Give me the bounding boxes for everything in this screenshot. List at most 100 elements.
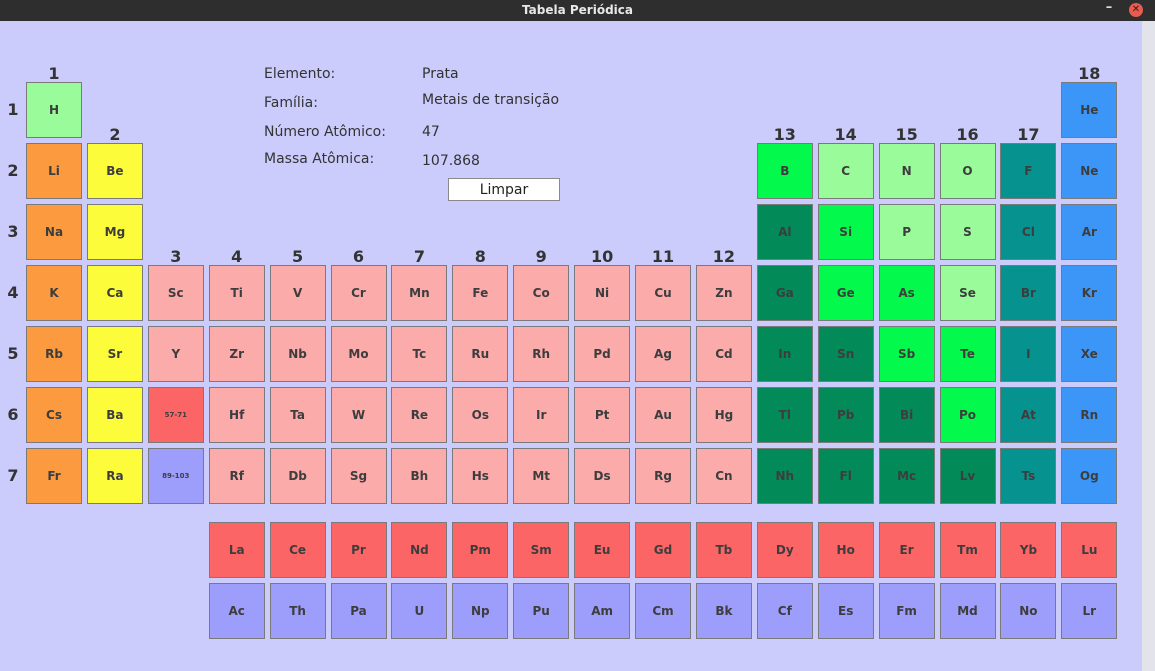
element-cell-pr[interactable]: Pr: [330, 522, 387, 578]
element-cell-cr[interactable]: Cr: [330, 265, 387, 321]
element-cell-db[interactable]: Db: [269, 448, 326, 504]
element-cell-tl[interactable]: Tl: [756, 387, 813, 443]
element-cell-hg[interactable]: Hg: [695, 387, 752, 443]
element-cell-u[interactable]: U: [391, 583, 448, 639]
element-cell-ar[interactable]: Ar: [1061, 204, 1118, 260]
element-cell-pt[interactable]: Pt: [574, 387, 631, 443]
element-cell-xe[interactable]: Xe: [1061, 326, 1118, 382]
element-cell-yb[interactable]: Yb: [1000, 522, 1057, 578]
element-cell-89-103[interactable]: 89-103: [147, 448, 204, 504]
element-cell-ga[interactable]: Ga: [756, 265, 813, 321]
element-cell-rn[interactable]: Rn: [1061, 387, 1118, 443]
element-cell-b[interactable]: B: [756, 143, 813, 199]
clear-button[interactable]: Limpar: [448, 178, 560, 201]
element-cell-rg[interactable]: Rg: [635, 448, 691, 504]
element-cell-no[interactable]: No: [1000, 583, 1057, 639]
element-cell-og[interactable]: Og: [1061, 448, 1118, 504]
element-cell-at[interactable]: At: [1000, 387, 1057, 443]
element-cell-tm[interactable]: Tm: [939, 522, 996, 578]
element-cell-cl[interactable]: Cl: [1000, 204, 1057, 260]
element-cell-kr[interactable]: Kr: [1061, 265, 1118, 321]
element-cell-md[interactable]: Md: [939, 583, 996, 639]
element-cell-ru[interactable]: Ru: [452, 326, 509, 382]
element-cell-tb[interactable]: Tb: [695, 522, 752, 578]
element-cell-ne[interactable]: Ne: [1061, 143, 1118, 199]
element-cell-ir[interactable]: Ir: [513, 387, 570, 443]
element-cell-pb[interactable]: Pb: [817, 387, 874, 443]
element-cell-se[interactable]: Se: [939, 265, 996, 321]
element-cell-c[interactable]: C: [817, 143, 874, 199]
element-cell-rh[interactable]: Rh: [513, 326, 570, 382]
element-cell-bk[interactable]: Bk: [695, 583, 752, 639]
element-cell-o[interactable]: O: [939, 143, 996, 199]
element-cell-zr[interactable]: Zr: [208, 326, 265, 382]
element-cell-ba[interactable]: Ba: [86, 387, 143, 443]
element-cell-er[interactable]: Er: [878, 522, 935, 578]
element-cell-rb[interactable]: Rb: [26, 326, 82, 382]
element-cell-sg[interactable]: Sg: [330, 448, 387, 504]
element-cell-hf[interactable]: Hf: [208, 387, 265, 443]
element-cell-pm[interactable]: Pm: [452, 522, 509, 578]
element-cell-he[interactable]: He: [1061, 82, 1118, 138]
element-cell-ho[interactable]: Ho: [817, 522, 874, 578]
element-cell-i[interactable]: I: [1000, 326, 1057, 382]
element-cell-lr[interactable]: Lr: [1061, 583, 1118, 639]
element-cell-in[interactable]: In: [756, 326, 813, 382]
element-cell-cn[interactable]: Cn: [695, 448, 752, 504]
element-cell-re[interactable]: Re: [391, 387, 448, 443]
element-cell-k[interactable]: K: [26, 265, 82, 321]
element-cell-cu[interactable]: Cu: [635, 265, 691, 321]
element-cell-mo[interactable]: Mo: [330, 326, 387, 382]
element-cell-al[interactable]: Al: [756, 204, 813, 260]
element-cell-ca[interactable]: Ca: [86, 265, 143, 321]
element-cell-fl[interactable]: Fl: [817, 448, 874, 504]
element-cell-ac[interactable]: Ac: [208, 583, 265, 639]
element-cell-s[interactable]: S: [939, 204, 996, 260]
element-cell-57-71[interactable]: 57-71: [147, 387, 204, 443]
element-cell-mg[interactable]: Mg: [86, 204, 143, 260]
element-cell-be[interactable]: Be: [86, 143, 143, 199]
element-cell-lv[interactable]: Lv: [939, 448, 996, 504]
element-cell-am[interactable]: Am: [574, 583, 631, 639]
element-cell-sn[interactable]: Sn: [817, 326, 874, 382]
element-cell-lu[interactable]: Lu: [1061, 522, 1118, 578]
element-cell-ag[interactable]: Ag: [635, 326, 691, 382]
element-cell-cd[interactable]: Cd: [695, 326, 752, 382]
element-cell-ti[interactable]: Ti: [208, 265, 265, 321]
element-cell-ge[interactable]: Ge: [817, 265, 874, 321]
element-cell-sc[interactable]: Sc: [147, 265, 204, 321]
element-cell-es[interactable]: Es: [817, 583, 874, 639]
element-cell-hs[interactable]: Hs: [452, 448, 509, 504]
element-cell-w[interactable]: W: [330, 387, 387, 443]
element-cell-br[interactable]: Br: [1000, 265, 1057, 321]
element-cell-mc[interactable]: Mc: [878, 448, 935, 504]
element-cell-pa[interactable]: Pa: [330, 583, 387, 639]
element-cell-zn[interactable]: Zn: [695, 265, 752, 321]
element-cell-po[interactable]: Po: [939, 387, 996, 443]
element-cell-ce[interactable]: Ce: [269, 522, 326, 578]
element-cell-fr[interactable]: Fr: [26, 448, 82, 504]
element-cell-bi[interactable]: Bi: [878, 387, 935, 443]
element-cell-dy[interactable]: Dy: [756, 522, 813, 578]
element-cell-p[interactable]: P: [878, 204, 935, 260]
element-cell-h[interactable]: H: [26, 82, 82, 138]
element-cell-as[interactable]: As: [878, 265, 935, 321]
element-cell-th[interactable]: Th: [269, 583, 326, 639]
element-cell-ds[interactable]: Ds: [574, 448, 631, 504]
element-cell-mn[interactable]: Mn: [391, 265, 448, 321]
element-cell-f[interactable]: F: [1000, 143, 1057, 199]
element-cell-mt[interactable]: Mt: [513, 448, 570, 504]
element-cell-nd[interactable]: Nd: [391, 522, 448, 578]
element-cell-v[interactable]: V: [269, 265, 326, 321]
element-cell-au[interactable]: Au: [635, 387, 691, 443]
element-cell-co[interactable]: Co: [513, 265, 570, 321]
minimize-button[interactable]: –: [1105, 0, 1113, 15]
element-cell-cs[interactable]: Cs: [26, 387, 82, 443]
element-cell-si[interactable]: Si: [817, 204, 874, 260]
element-cell-ta[interactable]: Ta: [269, 387, 326, 443]
element-cell-li[interactable]: Li: [26, 143, 82, 199]
element-cell-tc[interactable]: Tc: [391, 326, 448, 382]
element-cell-te[interactable]: Te: [939, 326, 996, 382]
element-cell-eu[interactable]: Eu: [574, 522, 631, 578]
element-cell-sr[interactable]: Sr: [86, 326, 143, 382]
